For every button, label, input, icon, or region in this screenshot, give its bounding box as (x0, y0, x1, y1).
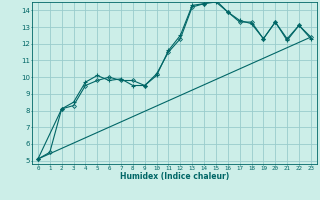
X-axis label: Humidex (Indice chaleur): Humidex (Indice chaleur) (120, 172, 229, 181)
